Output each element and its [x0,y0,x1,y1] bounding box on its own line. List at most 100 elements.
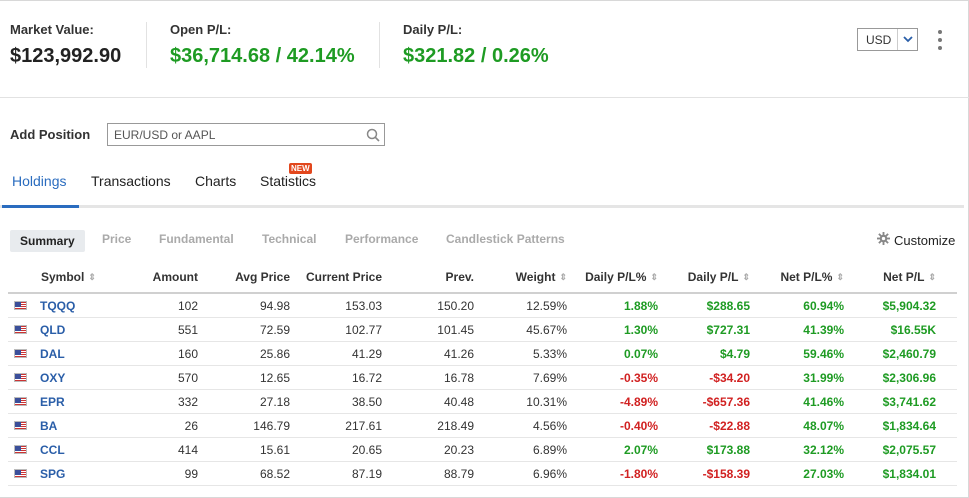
cell-symbol: TQQQ [14,294,75,317]
subtab-technical[interactable]: Technical [262,232,317,246]
us-flag-icon [14,373,27,382]
tab-statistics[interactable]: Statistics [260,173,317,189]
cell-prev: 218.49 [437,418,474,433]
cell-net-pl-pct: 41.39% [803,322,844,337]
symbol-link[interactable]: BA [40,418,58,433]
cell-amount: 414 [177,442,198,457]
sort-icon: ⇕ [88,271,96,282]
cell-symbol: CCL [14,438,65,461]
cell-daily-pl: -$34.20 [709,370,750,385]
cell-daily-pl-pct: -0.35% [619,370,658,385]
subtab-candlestick-patterns[interactable]: Candlestick Patterns [446,232,565,246]
cell-current-price: 102.77 [345,322,382,337]
cell-daily-pl: $173.88 [706,442,750,457]
market-value-label: Market Value: [10,22,94,37]
tab-holdings[interactable]: Holdings [12,173,67,189]
subtab-performance[interactable]: Performance [345,232,419,246]
cell-daily-pl: $288.65 [706,298,750,313]
cell-prev: 101.45 [437,322,474,337]
cell-weight: 45.67% [526,322,567,337]
cell-amount: 551 [177,322,198,337]
cell-weight: 4.56% [532,418,567,433]
us-flag-icon [14,469,27,478]
symbol-link[interactable]: CCL [40,442,65,457]
cell-prev: 41.26 [443,346,474,361]
symbol-link[interactable]: OXY [40,370,66,385]
cell-prev: 150.20 [437,298,474,313]
divider [379,22,380,68]
gear-icon [877,232,890,248]
cell-current-price: 153.03 [345,298,382,313]
column-header-symbol[interactable]: Symbol ⇕ [41,270,96,284]
subtab-price[interactable]: Price [102,232,132,246]
kebab-menu-icon[interactable] [932,28,948,52]
cell-avg-price: 94.98 [259,298,290,313]
cell-current-price: 87.19 [351,466,382,481]
cell-daily-pl: $4.79 [719,346,750,361]
cell-current-price: 217.61 [345,418,382,433]
column-header-net-pl[interactable]: Net P/L ⇕ [883,270,936,284]
column-header-amount[interactable]: Amount [152,270,198,284]
table-row[interactable]: TQQQ 102 94.98 153.03 150.20 12.59% 1.88% $288.… [8,294,957,318]
table-row[interactable]: SPG 99 68.52 87.19 88.79 6.96% -1.80% -$158.39 2… [8,462,957,486]
cell-amount: 332 [177,394,198,409]
cell-symbol: OXY [14,366,65,389]
symbol-link[interactable]: TQQQ [40,298,76,313]
cell-amount: 160 [177,346,198,361]
search-icon[interactable] [362,128,384,142]
cell-weight: 5.33% [532,346,567,361]
open-pl: Open P/L: $36,714.68 / 42.14% [170,22,355,68]
column-header-avg-price[interactable]: Avg Price [235,270,290,284]
tab-transactions[interactable]: Transactions [91,173,171,189]
us-flag-icon [14,325,27,334]
sort-icon: ⇕ [836,271,844,282]
table-row[interactable]: BA 26 146.79 217.61 218.49 4.56% -0.40% -$22.88… [8,414,957,438]
chevron-down-icon [897,29,917,50]
column-header-net-pl-pct[interactable]: Net P/L% ⇕ [780,270,844,284]
column-header-weight[interactable]: Weight ⇕ [515,270,567,284]
symbol-link[interactable]: QLD [40,322,66,337]
cell-net-pl: $2,306.96 [882,370,936,385]
cell-net-pl-pct: 27.03% [803,466,844,481]
cell-daily-pl-pct: -4.89% [619,394,658,409]
symbol-link[interactable]: EPR [40,394,65,409]
cell-current-price: 38.50 [351,394,382,409]
subtab-fundamental[interactable]: Fundamental [159,232,234,246]
customize-button[interactable]: Customize [877,232,955,248]
table-row[interactable]: EPR 332 27.18 38.50 40.48 10.31% -4.89% -$657.3… [8,390,957,414]
cell-daily-pl: $727.31 [706,322,750,337]
subtab-summary[interactable]: Summary [10,230,85,252]
holdings-table: Symbol ⇕ Amount Avg Price Current Price P… [8,262,957,486]
add-position-input[interactable] [108,124,362,145]
table-row[interactable]: DAL 160 25.86 41.29 41.26 5.33% 0.07% $4.79 59.4… [8,342,957,366]
table-row[interactable]: CCL 414 15.61 20.65 20.23 6.89% 2.07% $173.88 32… [8,438,957,462]
add-position-label: Add Position [10,127,91,142]
table-row[interactable]: QLD 551 72.59 102.77 101.45 45.67% 1.30% $727.3… [8,318,957,342]
symbol-link[interactable]: SPG [40,466,66,481]
column-header-daily-pl-pct[interactable]: Daily P/L% ⇕ [585,270,658,284]
table-body: TQQQ 102 94.98 153.03 150.20 12.59% 1.88% $288.… [8,294,957,486]
open-pl-amount: $36,714.68 / 42.14% [170,45,355,67]
cell-prev: 40.48 [443,394,474,409]
tab-charts[interactable]: Charts [195,173,237,189]
cell-current-price: 16.72 [351,370,382,385]
cell-current-price: 41.29 [351,346,382,361]
cell-amount: 26 [184,418,198,433]
column-header-prev[interactable]: Prev. [445,270,474,284]
cell-weight: 6.89% [532,442,567,457]
table-row[interactable]: OXY 570 12.65 16.72 16.78 7.69% -0.35% -$34.20 3… [8,366,957,390]
column-header-daily-pl[interactable]: Daily P/L ⇕ [687,270,750,284]
currency-select[interactable]: USD [857,28,918,51]
cell-net-pl-pct: 60.94% [803,298,844,313]
cell-weight: 7.69% [532,370,567,385]
cell-avg-price: 72.59 [259,322,290,337]
cell-net-pl: $1,834.64 [882,418,936,433]
us-flag-icon [14,421,27,430]
column-header-current-price[interactable]: Current Price [305,270,382,284]
cell-daily-pl-pct: -1.80% [619,466,658,481]
cell-current-price: 20.65 [351,442,382,457]
us-flag-icon [14,349,27,358]
cell-daily-pl: -$657.36 [702,394,750,409]
symbol-link[interactable]: DAL [40,346,65,361]
daily-pl-label: Daily P/L: [403,22,463,37]
